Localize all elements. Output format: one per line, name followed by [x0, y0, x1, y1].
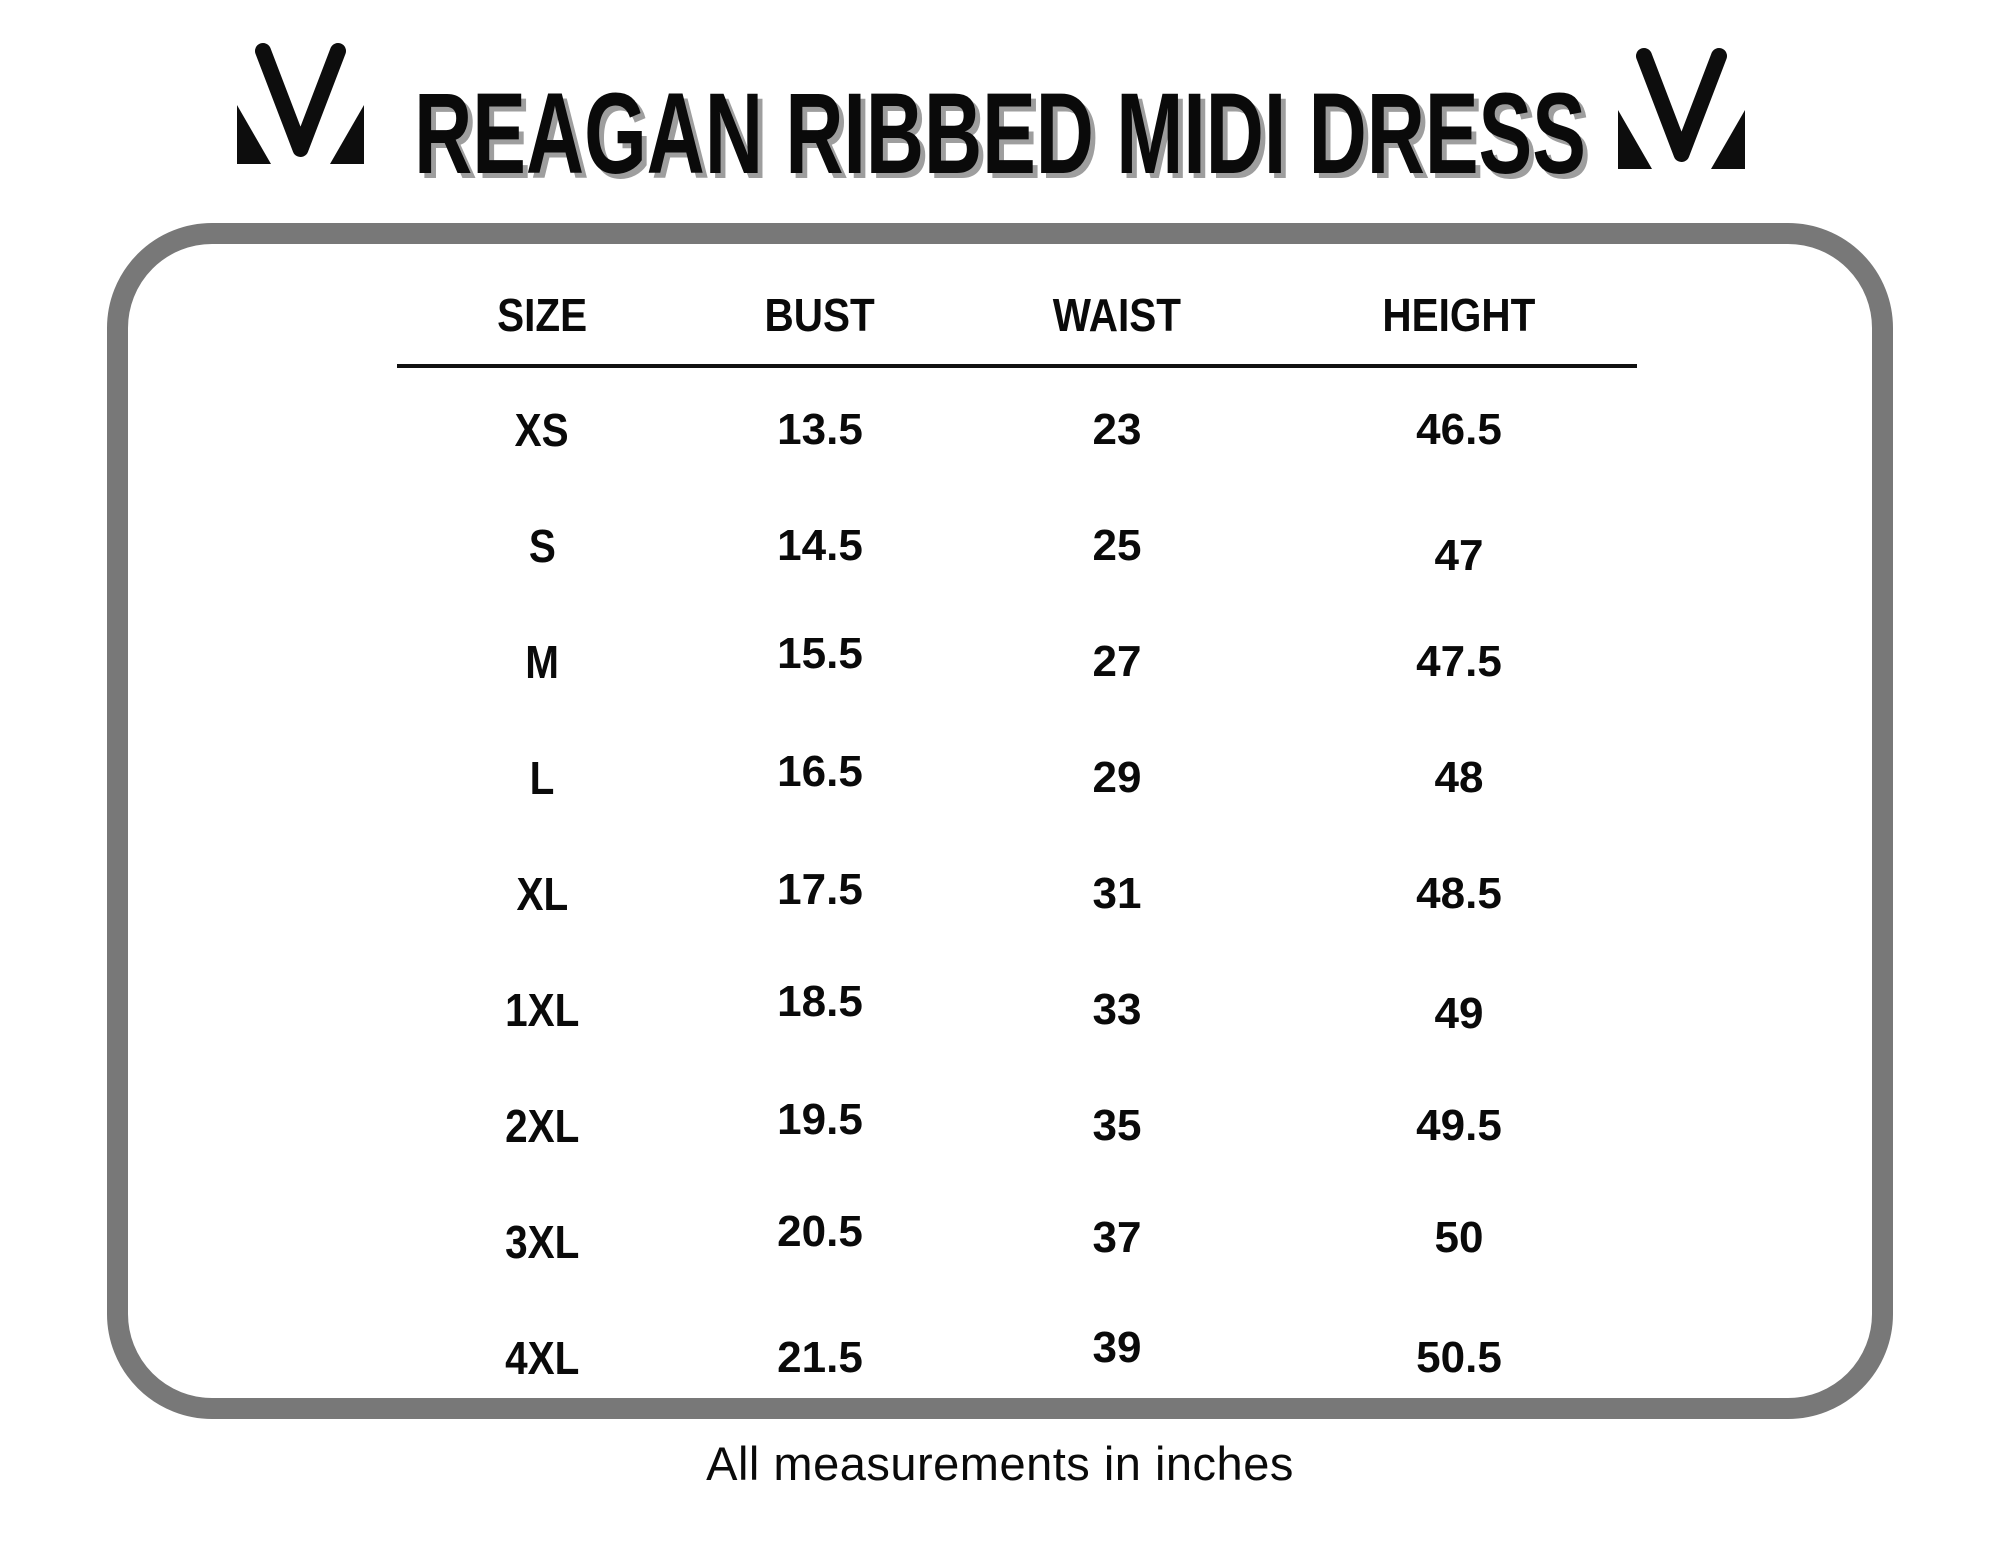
waist-cell: 37 [1092, 1212, 1142, 1262]
table-row: 1XL 18.5 33 49 [397, 952, 1637, 1068]
size-chart-panel [107, 223, 1893, 1419]
table-row: XL 17.5 31 48.5 [397, 836, 1637, 952]
waist-cell: 27 [1092, 636, 1142, 686]
brand-monogram-icon [237, 43, 364, 164]
table-body: XS 13.5 23 46.5 S 14.5 25 47 M 15.5 27 4… [397, 372, 1637, 1416]
size-cell: 1XL [504, 983, 580, 1036]
height-cell: 50 [1434, 1212, 1484, 1262]
waist-cell: 29 [1092, 752, 1142, 802]
size-cell: L [529, 751, 555, 804]
column-header-bust: BUST [764, 289, 876, 341]
table-row: XS 13.5 23 46.5 [397, 372, 1637, 488]
waist-cell: 39 [1092, 1322, 1142, 1372]
bust-cell: 14.5 [777, 520, 863, 570]
bust-cell: 17.5 [777, 864, 863, 914]
height-cell: 47 [1434, 530, 1484, 580]
waist-cell: 23 [1092, 404, 1142, 454]
waist-cell: 31 [1092, 868, 1142, 918]
height-cell: 49 [1434, 988, 1484, 1038]
size-cell: S [528, 519, 556, 572]
bust-cell: 21.5 [777, 1332, 863, 1382]
size-cell: XL [516, 867, 568, 920]
table-row: M 15.5 27 47.5 [397, 604, 1637, 720]
waist-cell: 33 [1092, 984, 1142, 1034]
brand-monogram-icon [1618, 48, 1745, 169]
table-row: 2XL 19.5 35 49.5 [397, 1068, 1637, 1184]
table-row: L 16.5 29 48 [397, 720, 1637, 836]
height-cell: 50.5 [1416, 1332, 1502, 1382]
bust-cell: 18.5 [777, 976, 863, 1026]
height-cell: 49.5 [1416, 1100, 1502, 1150]
table-header-row: SIZE BUST WAIST HEIGHT [397, 276, 1637, 368]
size-cell: M [525, 635, 559, 688]
bust-cell: 16.5 [777, 746, 863, 796]
bust-cell: 20.5 [777, 1206, 863, 1256]
page-title: REAGAN RIBBED MIDI DRESS [0, 77, 2000, 192]
page-title-text: REAGAN RIBBED MIDI DRESS [414, 70, 1586, 198]
size-cell: 3XL [504, 1215, 580, 1268]
height-cell: 47.5 [1416, 636, 1502, 686]
height-cell: 48 [1434, 752, 1484, 802]
bust-cell: 15.5 [777, 628, 863, 678]
column-header-waist: WAIST [1052, 289, 1182, 341]
size-cell: 4XL [504, 1331, 580, 1384]
bust-cell: 13.5 [777, 404, 863, 454]
waist-cell: 35 [1092, 1100, 1142, 1150]
size-cell: XS [514, 403, 570, 456]
table-row: 3XL 20.5 37 50 [397, 1184, 1637, 1300]
column-header-size: SIZE [497, 289, 587, 341]
height-cell: 46.5 [1416, 404, 1502, 454]
bust-cell: 19.5 [777, 1094, 863, 1144]
table-row: S 14.5 25 47 [397, 488, 1637, 604]
size-chart-table: SIZE BUST WAIST HEIGHT XS 13.5 23 46.5 S… [397, 276, 1637, 1416]
column-header-height: HEIGHT [1382, 289, 1536, 341]
table-row: 4XL 21.5 39 50.5 [397, 1300, 1637, 1416]
waist-cell: 25 [1092, 520, 1142, 570]
size-cell: 2XL [504, 1099, 580, 1152]
measurements-note: All measurements in inches [706, 1437, 1294, 1490]
height-cell: 48.5 [1416, 868, 1502, 918]
